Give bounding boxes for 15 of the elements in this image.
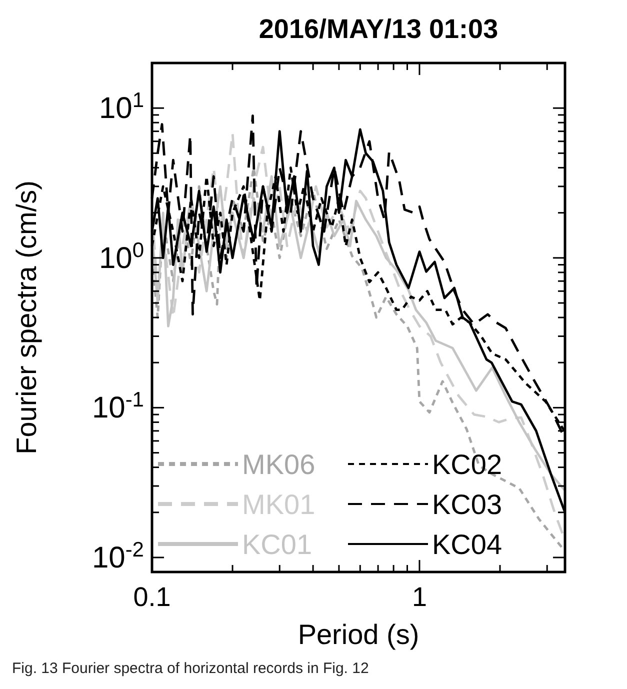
y-tick-label: 10$^{0}$ (98, 238, 144, 275)
legend-label: KC03 (432, 489, 502, 520)
y-tick-label: 10$^{-2}$ (92, 538, 144, 574)
caption: Fig. 13 Fourier spectra of horizontal records in Fig. 12 (12, 660, 369, 677)
x-axis-title: Period (s) (298, 619, 420, 650)
chart-title: 2016/MAY/13 01:03 (258, 14, 498, 44)
legend-label: KC04 (432, 529, 502, 560)
legend-label: KC02 (432, 449, 502, 480)
y-tick-label: 10$^{-1}$ (92, 388, 144, 425)
legend-label: KC01 (242, 529, 312, 560)
y-axis-title: Fourier spectra (cm/s) (11, 180, 42, 454)
x-tick-label: 0.1 (133, 582, 171, 612)
x-tick-label: 1 (412, 582, 427, 612)
y-tick-label: 10$^{1}$ (98, 88, 144, 126)
legend-label: MK06 (242, 449, 316, 480)
